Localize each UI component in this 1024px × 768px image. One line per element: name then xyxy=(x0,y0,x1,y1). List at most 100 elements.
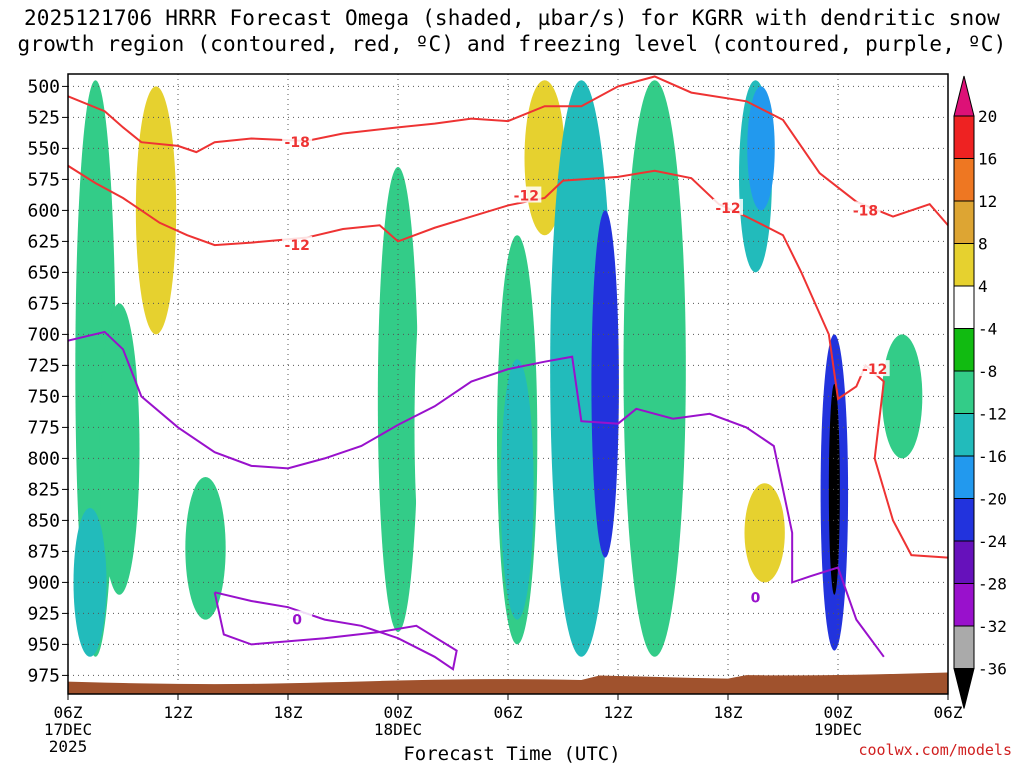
dgz-contour xyxy=(68,75,948,226)
contour-label-bg xyxy=(713,198,743,215)
colorbar-label: -20 xyxy=(978,490,1007,509)
colorbar-label: 20 xyxy=(978,107,997,126)
chart-title-line-1: 2025121706 HRRR Forecast Omega (shaded, … xyxy=(23,6,1001,30)
contour-label: -12 xyxy=(715,201,740,217)
colorbar-label: -32 xyxy=(978,617,1007,636)
x-tick-sublabel: 17DEC xyxy=(44,720,92,739)
grid-lines xyxy=(68,74,948,694)
y-axis-ticks: 500 525 550 575 600 625 650 675 700 725 750 775 800 8… xyxy=(27,76,68,686)
x-tick-sublabel: 18DEC xyxy=(374,720,422,739)
omega-cell xyxy=(591,210,619,558)
y-tick-label: 850 xyxy=(27,510,60,531)
contour-label: -12 xyxy=(862,362,887,378)
y-tick-label: 775 xyxy=(27,417,60,438)
y-tick-label: 700 xyxy=(27,324,60,345)
contour-label-bg xyxy=(282,610,313,627)
y-tick-label: 625 xyxy=(27,231,60,252)
omega-cell xyxy=(99,303,140,595)
x-tick-label: 18Z xyxy=(274,703,303,722)
contour-label-bg xyxy=(859,360,890,377)
colorbar-bin xyxy=(953,200,975,244)
x-axis-label: Forecast Time (UTC) xyxy=(403,743,621,765)
contour-label: 0 xyxy=(751,590,761,606)
omega-cell xyxy=(135,86,177,335)
y-tick-label: 875 xyxy=(27,541,60,562)
contour-label-bg xyxy=(511,186,542,203)
colorbar-label: 8 xyxy=(978,235,988,254)
y-tick-label: 725 xyxy=(27,355,60,376)
contour-lines: -18 -18 -12 -12 -12 -12 0 0 xyxy=(68,75,948,671)
colorbar-bin xyxy=(953,115,975,159)
y-tick-label: 575 xyxy=(27,169,60,190)
omega-cell xyxy=(414,235,455,620)
chart-title-line-2: growth region (contoured, red, ºC) and f… xyxy=(17,32,1007,56)
colorbar-bin xyxy=(953,455,975,499)
omega-cell xyxy=(744,483,785,583)
colorbar-label: -8 xyxy=(978,362,997,381)
omega-cell xyxy=(332,80,373,211)
omega-cell xyxy=(623,80,686,657)
colorbar: 20 16 12 8 4 -4 -8 -12 -16 -20 -24 -28 -32 -36 xyxy=(953,75,1007,709)
colorbar-bin xyxy=(953,328,975,372)
contour-label: -18 xyxy=(853,203,878,219)
omega-cell xyxy=(854,80,895,242)
y-tick-label: 600 xyxy=(27,200,60,221)
y-tick-label: 950 xyxy=(27,634,60,655)
colorbar-bin xyxy=(953,413,975,457)
colorbar-label: -16 xyxy=(978,447,1007,466)
contour-label: -12 xyxy=(285,238,310,254)
colorbar-label: 4 xyxy=(978,277,988,296)
colorbar-label: -36 xyxy=(978,660,1007,679)
colorbar-label: -12 xyxy=(978,405,1007,424)
colorbar-top-arrow xyxy=(953,75,975,117)
colorbar-label: -24 xyxy=(978,532,1007,551)
y-tick-label: 500 xyxy=(27,76,60,97)
omega-cell xyxy=(73,508,107,657)
contour-label-bg xyxy=(740,588,771,605)
terrain-fill xyxy=(68,672,948,694)
contour-label-bg xyxy=(282,236,313,253)
omega-cell xyxy=(900,582,941,645)
contour-label-bg xyxy=(850,201,881,218)
colorbar-bin xyxy=(953,243,975,287)
omega-cell xyxy=(185,477,226,620)
omega-cell xyxy=(231,334,272,614)
omega-cell xyxy=(882,334,923,459)
y-tick-label: 800 xyxy=(27,448,60,469)
colorbar-label: -28 xyxy=(978,575,1007,594)
x-tick-label: 12Z xyxy=(604,703,633,722)
x-tick-label: 06Z xyxy=(934,703,963,722)
x-tick-label: 00Z xyxy=(384,703,413,722)
y-tick-label: 825 xyxy=(27,479,60,500)
colorbar-bottom-arrow xyxy=(953,668,975,709)
x-tick-label: 06Z xyxy=(494,703,523,722)
contour-label: -18 xyxy=(285,135,310,151)
y-tick-label: 900 xyxy=(27,572,60,593)
y-tick-label: 675 xyxy=(27,293,60,314)
y-tick-label: 975 xyxy=(27,665,60,686)
credit-text: coolwx.com/models xyxy=(858,741,1012,759)
colorbar-label: 12 xyxy=(978,192,997,211)
colorbar-label: -4 xyxy=(978,320,997,339)
colorbar-label: 16 xyxy=(978,150,997,169)
x-tick-sublabel: 19DEC xyxy=(814,720,862,739)
x-tick-label: 00Z xyxy=(824,703,853,722)
y-tick-label: 925 xyxy=(27,603,60,624)
colorbar-bin xyxy=(953,625,975,669)
contour-label-bg xyxy=(282,133,313,150)
x-tick-label: 06Z xyxy=(54,703,83,722)
terrain xyxy=(68,672,948,694)
omega-cell xyxy=(500,359,534,620)
y-tick-label: 750 xyxy=(27,386,60,407)
colorbar-bin xyxy=(953,498,975,542)
colorbar-bin xyxy=(953,370,975,414)
y-tick-label: 650 xyxy=(27,262,60,283)
x-tick-label: 12Z xyxy=(164,703,193,722)
omega-cell xyxy=(747,86,775,211)
contour-label: -12 xyxy=(514,189,539,205)
omega-cell xyxy=(828,384,840,595)
colorbar-bin xyxy=(953,158,975,202)
y-tick-label: 525 xyxy=(27,107,60,128)
contour-label: 0 xyxy=(292,613,302,629)
